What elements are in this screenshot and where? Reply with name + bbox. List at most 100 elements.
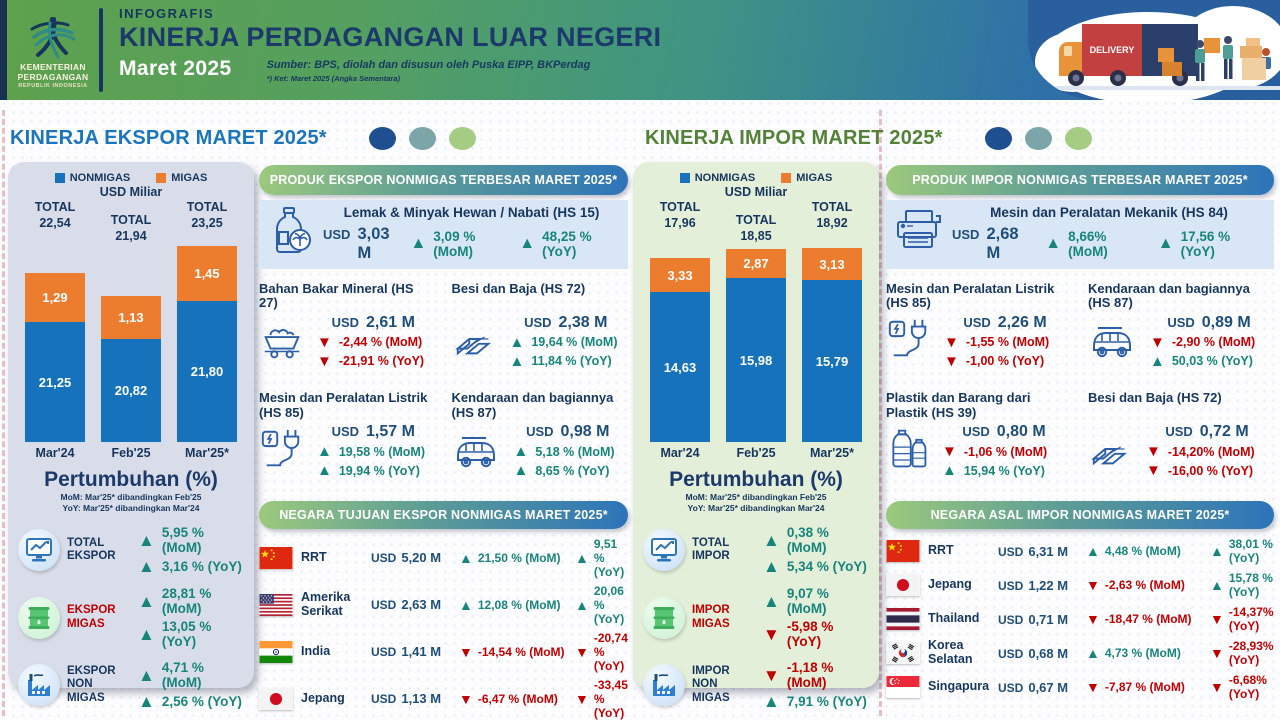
import-chart-panel: NONMIGAS MIGAS USD Miliar TOTAL 17,96 TOT… [633, 162, 879, 709]
country-value: USD 5,20 M [371, 550, 442, 566]
growth-row-label: EKSPOR NON MIGAS [67, 664, 116, 705]
yoy-change: 3,16 % (YoY) [138, 558, 246, 575]
bar-mar25: 3,13 15,79 [802, 248, 862, 443]
palm-oil-icon [267, 206, 315, 261]
mom-change: 19,58 % (MoM) [311, 443, 436, 460]
growth-row-label: IMPOR NON MIGAS [692, 664, 730, 705]
migas-legend-swatch [781, 173, 792, 183]
country-name: India [301, 643, 331, 658]
growth-row-total-ekspor: TOTAL EKSPOR 5,95 % (MoM) 3,16 % (YoY) [16, 525, 246, 575]
yoy-change: 7,91 % (YoY) [763, 693, 871, 710]
yoy-change: -6,68% (YoY) [1210, 673, 1274, 701]
trend-arrow-icon [459, 644, 473, 660]
yoy-change: -1,00 % (YoY) [938, 353, 1072, 370]
country-name: Jepang [301, 690, 345, 705]
legend-label: NONMIGAS [694, 172, 756, 184]
trend-arrow-icon [763, 532, 780, 549]
mom-change: -7,87 % (MoM) [1086, 679, 1202, 695]
dot-dark-blue [984, 127, 1012, 150]
mom-change: 9,07 % (MoM) [763, 586, 871, 616]
trend-arrow-icon [942, 443, 957, 460]
flag-usa-icon [259, 593, 293, 616]
steel-beam-icon [452, 316, 498, 367]
flag-japan-icon [886, 574, 920, 597]
plastic-bottles-icon [886, 426, 930, 477]
import-countries-header: NEGARA ASAL IMPOR NONMIGAS MARET 2025* [886, 500, 1274, 529]
logo-text: KEMENTERIAN PERDAGANGAN [17, 62, 89, 82]
yoy-change: 50,03 % (YoY) [1144, 353, 1274, 370]
mom-change: 4,48 % (MoM) [1086, 543, 1202, 559]
car-icon [1088, 318, 1138, 365]
nonmigas-legend-swatch [54, 173, 65, 183]
product-value: USD 0,80 M [962, 423, 1046, 441]
car-icon [452, 428, 502, 475]
category-label: Mar'24 [660, 446, 700, 461]
yoy-change: 15,78 % (YoY) [1210, 571, 1274, 599]
export-title-text: KINERJA EKSPOR MARET 2025* [10, 127, 327, 149]
growth-row-impor-nonmigas: IMPOR NON MIGAS -1,18 % (MoM) 7,91 % (Yo… [641, 660, 871, 710]
trend-arrow-icon [459, 597, 473, 613]
product-name: Mesin dan Peralatan Listrik (HS 85) [886, 280, 1055, 311]
country-name: RRT [928, 543, 954, 558]
product-card: Plastik dan Barang dari Plastik (HS 39) … [886, 390, 1072, 490]
factory-icon [643, 664, 685, 707]
trend-arrow-icon [1150, 353, 1165, 370]
trend-arrow-icon [510, 334, 525, 351]
bar-feb25: 2,87 15,98 [726, 248, 786, 443]
yoy-change: 13,05 % (YoY) [138, 619, 246, 649]
mom-change: 5,95 % (MoM) [138, 525, 246, 555]
trend-arrow-icon [510, 353, 525, 370]
monitor-chart-icon [643, 529, 685, 572]
trend-arrow-icon [763, 593, 780, 610]
bar-feb25: 1,13 20,82 [101, 295, 161, 443]
nonmigas-segment: 21,80 [177, 301, 237, 443]
trend-arrow-icon [1210, 543, 1224, 559]
product-name: Kendaraan dan bagiannya (HS 87) [451, 390, 614, 420]
growth-row-label: EKSPOR MIGAS [67, 604, 116, 630]
yoy-change: 8,65 % (YoY) [508, 462, 629, 479]
mom-change: 28,81 % (MoM) [138, 586, 246, 616]
oil-barrel-icon [643, 596, 685, 639]
export-details-column: PRODUK EKSPOR NONMIGAS TERBESAR MARET 20… [259, 165, 628, 720]
trend-arrow-icon [575, 550, 589, 566]
country-value: USD 1,13 M [371, 691, 442, 707]
nonmigas-segment: 21,25 [25, 322, 85, 443]
product-name: Besi dan Baja (HS 72) [451, 280, 586, 296]
trend-arrow-icon [575, 644, 589, 660]
chart-unit-label: USD Miliar [724, 185, 788, 199]
product-value: USD 2,61 M [331, 313, 415, 331]
trend-arrow-icon [1210, 645, 1224, 661]
yoy-change: 2,56 % (YoY) [138, 693, 246, 710]
nonmigas-legend-swatch [679, 173, 690, 183]
nonmigas-segment: 15,98 [726, 278, 786, 443]
factory-icon [18, 664, 60, 707]
trend-arrow-icon [317, 334, 332, 351]
total-label: TOTAL 17,96 [659, 200, 701, 230]
mom-change: -1,55 % (MoM) [938, 334, 1072, 351]
flag-singapore-icon [886, 676, 920, 699]
total-label: TOTAL 18,85 [735, 213, 777, 243]
product-card: Mesin dan Peralatan Listrik (HS 85) USD 2… [886, 280, 1072, 381]
total-label: TOTAL 23,25 [186, 200, 228, 230]
trend-arrow-icon [138, 667, 155, 684]
mom-change: -2,63 % (MoM) [1086, 577, 1202, 593]
yoy-change: 9,51 % (YoY) [575, 537, 628, 579]
page-title: KINERJA PERDAGANGAN LUAR NEGERI [119, 22, 662, 52]
legend-label: MIGAS [171, 172, 208, 184]
import-title-dots [984, 127, 1092, 150]
export-products-header: PRODUK EKSPOR NONMIGAS TERBESAR MARET 20… [259, 165, 628, 195]
dot-teal [408, 127, 436, 150]
trend-arrow-icon [138, 693, 155, 710]
country-name: Amerika Serikat [301, 589, 351, 618]
dot-light-green [448, 127, 476, 150]
migas-segment: 3,33 [650, 257, 710, 293]
trend-arrow-icon [514, 443, 529, 460]
export-chart-panel: NONMIGAS MIGAS USD Miliar TOTAL 22,54 TOT… [8, 162, 254, 709]
mom-change: -2,44 % (MoM) [311, 334, 436, 351]
